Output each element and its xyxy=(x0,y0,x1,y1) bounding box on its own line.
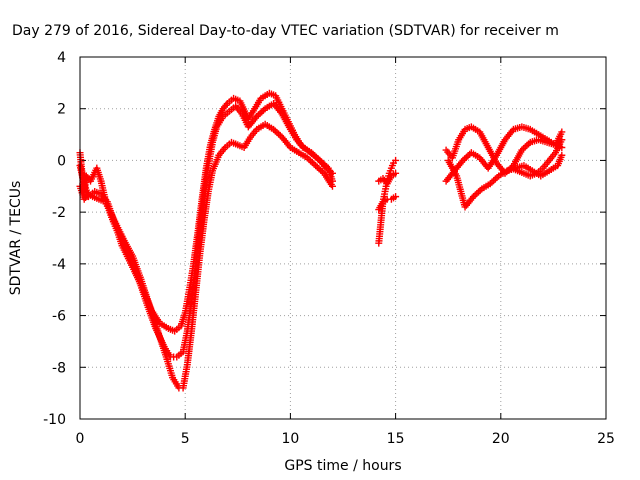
y-tick-label: -10 xyxy=(43,412,66,428)
data-points xyxy=(76,89,566,392)
gridlines xyxy=(80,57,606,419)
plot-frame xyxy=(79,56,607,420)
x-axis-label: GPS time / hours xyxy=(284,458,401,474)
y-tick-label: 4 xyxy=(57,50,66,66)
x-tick-label: 5 xyxy=(181,431,190,447)
data-point xyxy=(392,156,400,164)
series-2 xyxy=(76,100,336,361)
data-point xyxy=(558,151,566,159)
data-point xyxy=(558,136,566,144)
series-10 xyxy=(507,136,566,180)
y-ticks: -10 -8 -6 -4 -2 0 2 4 xyxy=(43,50,606,428)
y-tick-label: -6 xyxy=(52,309,66,325)
data-point xyxy=(328,182,336,190)
y-tick-label: -2 xyxy=(52,205,66,221)
data-point xyxy=(392,169,400,177)
x-tick-label: 15 xyxy=(387,431,405,447)
x-tick-label: 10 xyxy=(281,431,299,447)
chart-title: Day 279 of 2016, Sidereal Day-to-day VTE… xyxy=(12,23,559,39)
y-tick-label: 0 xyxy=(57,153,66,169)
x-tick-label: 25 xyxy=(597,431,615,447)
x-ticks: 0 5 10 15 20 25 xyxy=(76,57,615,447)
data-point xyxy=(558,128,566,136)
x-tick-label: 0 xyxy=(76,431,85,447)
y-tick-label: -4 xyxy=(52,257,66,273)
x-tick-label: 20 xyxy=(492,431,510,447)
y-tick-label: -8 xyxy=(52,360,66,376)
y-axis-label: SDTVAR / TECUs xyxy=(8,181,24,296)
series-8 xyxy=(442,123,566,185)
series-5 xyxy=(375,193,400,214)
data-point xyxy=(392,193,400,201)
y-tick-label: 2 xyxy=(57,102,66,118)
series-6 xyxy=(375,169,400,188)
